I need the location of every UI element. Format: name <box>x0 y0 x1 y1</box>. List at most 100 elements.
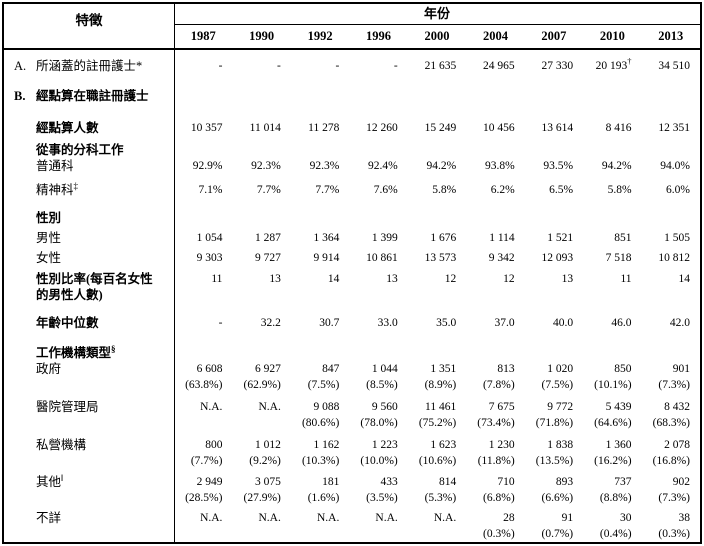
table-row-covered-registered-nurses: A. 所涵蓋的註冊護士* - - - - 21 635 24 965 27 330 20 193†… <box>4 56 700 74</box>
cell-percentage: (71.8%) <box>535 417 574 429</box>
cell-value: 9 342 <box>488 252 515 264</box>
row-label-text: 普通科 <box>36 159 74 173</box>
cell-percentage: (73.4%) <box>477 417 515 429</box>
cell-value: N.A. <box>433 512 457 524</box>
cell-percentage: (64.6%) <box>594 417 632 429</box>
cell-value: 7 518 <box>605 252 632 264</box>
cell-private-institutions-1987: 800 (7.7%) <box>174 437 232 469</box>
cell-value: 37.0 <box>494 317 515 329</box>
row-label-hospital-authority: 醫院管理局 <box>4 399 174 415</box>
row-label-text: 政府 <box>36 362 62 376</box>
cell-enumerated-count-2000: 15 249 <box>408 120 466 136</box>
cell-government-2004: 813 (7.8%) <box>466 361 524 393</box>
row-label-enumerated-rn-section: B. 經點算在職註冊護士 <box>4 88 174 104</box>
cell-sex-ratio-1987: 11 <box>174 271 232 287</box>
cell-sex-ratio-2004: 12 <box>466 271 524 287</box>
cell-value: 1 020 <box>547 363 574 375</box>
characteristics-header: 特徵 <box>75 13 103 28</box>
cell-hospital-authority-2013: 8 432 (68.3%) <box>642 399 700 431</box>
cell-value: 27 330 <box>541 60 574 72</box>
cell-sex-ratio-1990: 13 <box>232 271 290 287</box>
cell-value: 28 <box>503 512 515 524</box>
footnote-marker: † <box>627 56 632 67</box>
table-row-government: 政府 6 608 (63.8%) 6 927 (62.9%) 847 (7.5%) 1 044… <box>4 361 700 393</box>
cell-male-2007: 1 521 <box>525 230 583 246</box>
cell-percentage: (11.8%) <box>477 455 515 467</box>
row-label-others: 其他‖ <box>4 474 174 490</box>
cell-enumerated-count-1987: 10 357 <box>174 120 232 136</box>
cell-value: 38 <box>678 512 690 524</box>
table-row-enumerated-count: 經點算人數 10 357 11 014 11 278 12 260 15 249 10 45… <box>4 120 700 136</box>
cell-value: 13 <box>561 273 574 285</box>
cell-value: 13 573 <box>424 252 457 264</box>
cell-value: 20 193† <box>595 56 632 72</box>
cell-value: 6.2% <box>490 184 515 196</box>
column-divider-line <box>174 4 175 542</box>
row-label-sex-section: 性別 <box>4 210 174 226</box>
year-column-2013: 2013 <box>658 29 684 43</box>
cell-hospital-authority-2010: 5 439 (64.6%) <box>583 399 641 431</box>
cell-covered-registered-nurses-1987: - <box>174 58 232 74</box>
cell-female-2000: 13 573 <box>408 250 466 266</box>
row-label-private-institutions: 私營機構 <box>4 437 174 453</box>
cell-unknown-2004: 28 (0.3%) <box>466 510 524 542</box>
cell-value: 9 560 <box>371 401 398 413</box>
cell-value: 30 <box>620 512 632 524</box>
cell-value: 1 012 <box>255 439 281 451</box>
cell-value: N.A. <box>200 512 223 524</box>
cell-value: 3 075 <box>255 476 281 488</box>
cell-unknown-1996: N.A. <box>349 510 407 542</box>
table-row-others: 其他‖ 2 949 (28.5%) 3 075 (27.9%) 181 (1.6%) 433 (… <box>4 474 700 506</box>
cell-others-1992: 181 (1.6%) <box>291 474 349 506</box>
cell-value: 92.4% <box>368 160 398 172</box>
row-label-line2: 的男性人數) <box>36 288 103 302</box>
cell-covered-registered-nurses-2007: 27 330 <box>525 58 583 74</box>
cell-value: - <box>335 60 340 72</box>
cell-value: 5 439 <box>605 401 632 413</box>
cell-value: 901 <box>672 363 690 375</box>
cell-government-2010: 850 (10.1%) <box>583 361 641 393</box>
cell-value: N.A. <box>316 512 340 524</box>
cell-value: N.A. <box>375 512 398 524</box>
table-header: 特徵 年份 1987 1990 1992 1996 2000 2004 2007 2010 20… <box>4 4 700 50</box>
table-row-sex-ratio: 性別比率(每百名女性 的男性人數) 11 13 14 13 12 12 13 11 14 <box>4 271 700 303</box>
cell-value: 12 093 <box>541 252 574 264</box>
table-row-psychiatric-stream: 精神科‡ 7.1% 7.7% 7.7% 7.6% 5.8% 6.2% 6.5% 5.8% 6.0% <box>4 182 700 198</box>
row-label-text: 不詳 <box>36 511 62 525</box>
cell-value: 34 510 <box>658 60 690 72</box>
row-values: 11 13 14 13 12 12 13 11 14 <box>174 271 700 287</box>
row-prefix: A. <box>14 59 27 73</box>
cell-hospital-authority-2004: 7 675 (73.4%) <box>466 399 524 431</box>
cell-value: 9 727 <box>255 252 281 264</box>
cell-hospital-authority-1990: N.A. <box>232 399 290 431</box>
cell-value: 11 014 <box>249 122 281 134</box>
cell-value: 7.7% <box>256 184 281 196</box>
cell-value: 30.7 <box>319 317 340 329</box>
cell-hospital-authority-2000: 11 461 (75.2%) <box>408 399 466 431</box>
row-label-text: 醫院管理局 <box>36 400 99 414</box>
row-label-text: 工作機構類型 <box>36 346 112 360</box>
cell-value: 1 676 <box>430 232 457 244</box>
cell-percentage: (27.9%) <box>243 492 281 504</box>
cell-unknown-2007: 91 (0.7%) <box>525 510 583 542</box>
cell-median-age-2000: 35.0 <box>408 315 466 331</box>
cell-median-age-2013: 42.0 <box>642 315 700 331</box>
row-values: 6 608 (63.8%) 6 927 (62.9%) 847 (7.5%) 1 044 (8… <box>174 361 700 393</box>
cell-value: 710 <box>497 476 515 488</box>
row-label-text: 經點算人數 <box>36 121 99 135</box>
cell-general-stream-1987: 92.9% <box>174 158 232 174</box>
row-label-text: 女性 <box>36 251 62 265</box>
cell-value: 1 399 <box>371 232 398 244</box>
cell-male-2010: 851 <box>583 230 641 246</box>
cell-percentage: (7.5%) <box>541 379 574 391</box>
cell-percentage <box>349 526 397 542</box>
cell-value: 1 351 <box>430 363 457 375</box>
cell-male-1987: 1 054 <box>174 230 232 246</box>
row-label-text: 私營機構 <box>36 438 87 452</box>
cell-value: 6 927 <box>255 363 281 375</box>
cell-enumerated-count-2004: 10 456 <box>466 120 524 136</box>
table-row-institution-type-section: 工作機構類型§ <box>4 345 700 361</box>
cell-percentage: (13.5%) <box>535 455 574 467</box>
cell-value: 10 357 <box>190 122 223 134</box>
cell-covered-registered-nurses-1990: - <box>232 58 290 74</box>
